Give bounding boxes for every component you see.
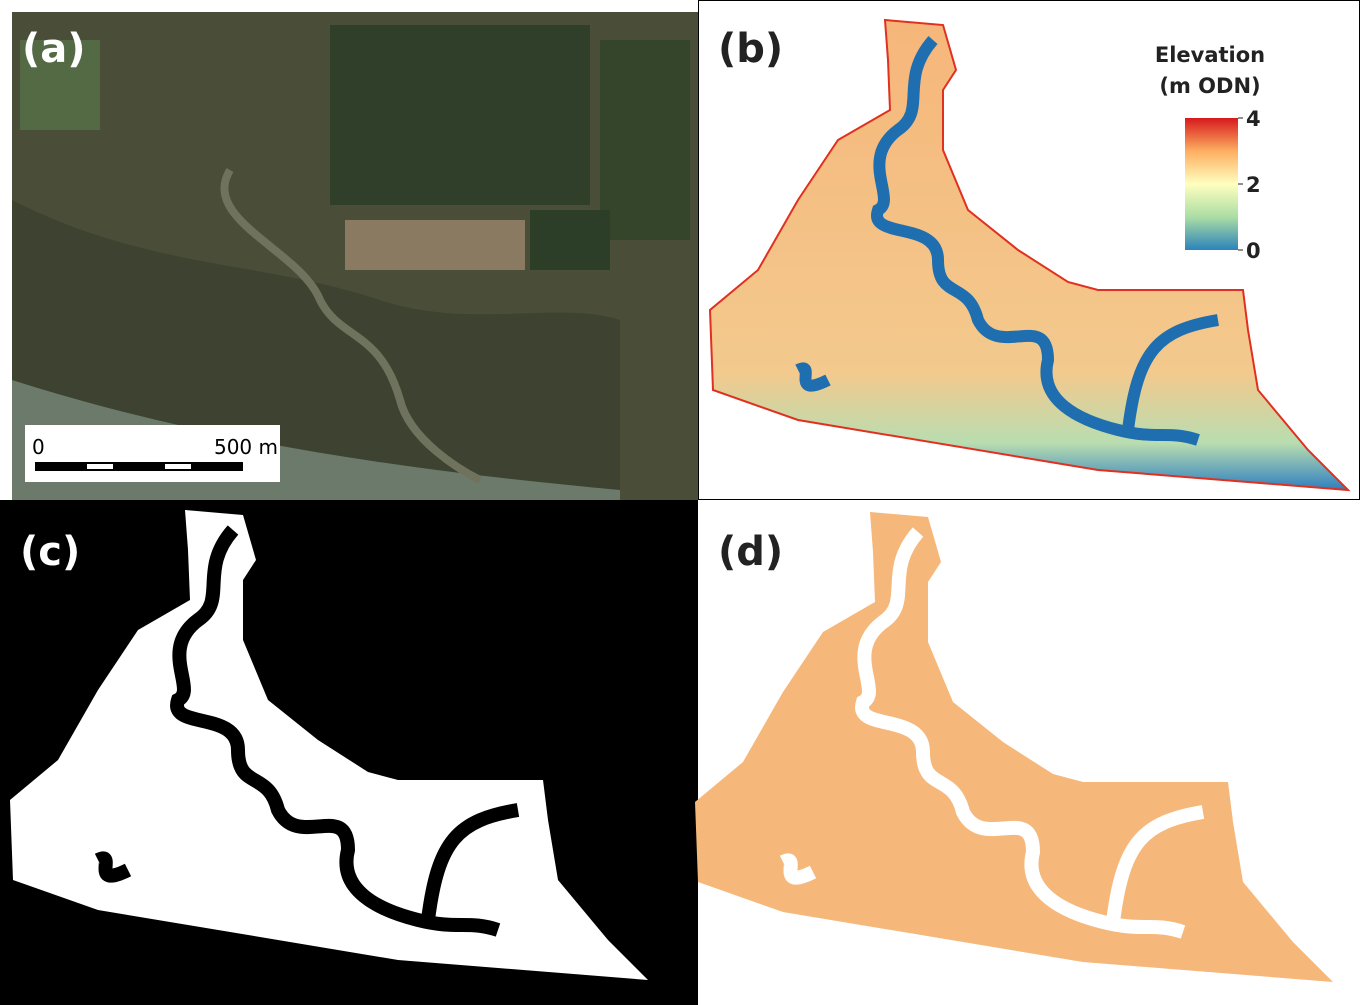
colorbar (1185, 118, 1238, 250)
scale-bar (35, 462, 243, 471)
field (530, 210, 610, 270)
field (345, 220, 525, 270)
figure: 0 500 m (a) (b) Elevation (m ODN) 0 2 4 (c… (0, 0, 1360, 1005)
scale-bar-end: 500 m (214, 435, 278, 459)
colorbar-tick-label: 0 (1246, 239, 1261, 263)
panel-label: (d) (718, 529, 783, 575)
field (330, 25, 590, 205)
colorbar-tick-label: 2 (1246, 173, 1261, 197)
panel-a: 0 500 m (a) (12, 12, 698, 500)
marsh-platform (695, 512, 1333, 982)
panel-label: (a) (22, 26, 86, 72)
panel-b: (b) Elevation (m ODN) 0 2 4 (699, 1, 1360, 500)
panel-c: (c) (0, 500, 698, 1005)
legend-title: Elevation (1155, 43, 1265, 67)
scale-bar-segment (87, 464, 113, 469)
page: {"panels": [{"label": "(a)"}, {"label": … (0, 0, 1360, 1005)
legend-title: (m ODN) (1159, 74, 1260, 98)
scale-bar-start: 0 (32, 435, 45, 459)
panel-label: (b) (718, 26, 783, 72)
panel-label: (c) (20, 529, 80, 575)
colorbar-tick-label: 4 (1246, 107, 1261, 131)
scale-bar-segment (165, 464, 191, 469)
panel-d: (d) (695, 512, 1333, 982)
field (600, 40, 690, 240)
